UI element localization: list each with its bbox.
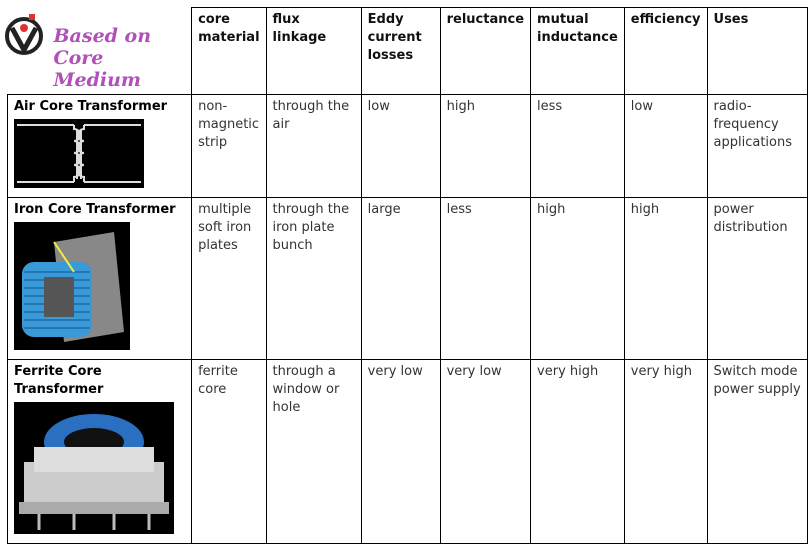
cell-eddy-losses: large	[360, 196, 441, 360]
cell-efficiency: very high	[623, 358, 708, 544]
table-title-cell: Based on Core Medium	[4, 7, 193, 95]
row-label-cell: Iron Core Transformer	[6, 196, 193, 360]
cell-core-material: ferrite core	[191, 358, 267, 544]
comparison-table: Based on Core Medium core material flux l…	[4, 7, 808, 544]
air-core-transformer-image	[14, 118, 144, 188]
iron-core-transformer-image	[14, 221, 130, 350]
table-row: Ferrite Core Transformer ferrite core th…	[6, 358, 808, 544]
cell-reluctance: less	[439, 196, 532, 360]
logo-icon	[4, 13, 43, 55]
cell-efficiency: low	[623, 93, 708, 198]
cell-uses: radio-frequency applications	[706, 93, 808, 198]
cell-eddy-losses: low	[360, 93, 441, 198]
header-eddy-losses: Eddy current losses	[360, 7, 441, 95]
row-name: Ferrite Core Transformer	[14, 363, 104, 397]
cell-uses: power distribution	[706, 196, 808, 360]
header-mutual-inductance: mutual inductance	[530, 7, 625, 95]
table-row: Iron Core Transformer multiple soft iron…	[6, 196, 808, 360]
header-efficiency: efficiency	[623, 7, 708, 95]
cell-core-material: non-magnetic strip	[191, 93, 267, 198]
cell-mutual-inductance: very high	[530, 358, 625, 544]
row-label-cell: Air Core Transformer	[6, 93, 193, 198]
header-flux-linkage: flux linkage	[265, 7, 362, 95]
row-name: Iron Core Transformer	[14, 201, 176, 217]
cell-reluctance: high	[439, 93, 532, 198]
cell-uses: Switch mode power supply	[706, 358, 808, 544]
cell-efficiency: high	[623, 196, 708, 360]
ferrite-core-transformer-image	[14, 401, 174, 534]
header-reluctance: reluctance	[439, 7, 532, 95]
cell-flux-linkage: through a window or hole	[265, 358, 362, 544]
row-label-cell: Ferrite Core Transformer	[6, 358, 193, 544]
cell-core-material: multiple soft iron plates	[191, 196, 267, 360]
row-name: Air Core Transformer	[14, 98, 168, 114]
cell-mutual-inductance: high	[530, 196, 625, 360]
cell-eddy-losses: very low	[360, 358, 441, 544]
header-uses: Uses	[706, 7, 808, 95]
cell-flux-linkage: through the air	[265, 93, 362, 198]
cell-flux-linkage: through the iron plate bunch	[265, 196, 362, 360]
table-title: Based on Core Medium	[53, 24, 152, 91]
table-row: Air Core Transformer non-magnetic strip …	[6, 93, 808, 198]
cell-reluctance: very low	[439, 358, 532, 544]
cell-mutual-inductance: less	[530, 93, 625, 198]
header-core-material: core material	[191, 7, 267, 95]
